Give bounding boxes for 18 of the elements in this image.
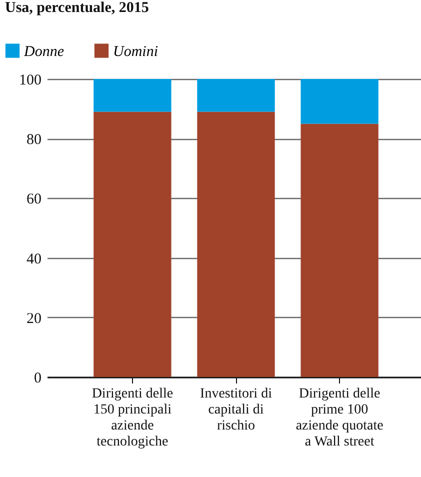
bar [94,112,172,377]
bar [197,112,275,377]
x-tick-label: Dirigenti delle prime 100 aziende quotate a Wall street [296,386,384,450]
bar [197,79,275,112]
y-tick-label: 0 [34,370,42,386]
legend-label: Uomini [113,44,158,60]
legend-label: Donne [23,44,64,60]
y-tick-label: 100 [19,72,42,88]
x-tick-label: Dirigenti delle 150 principali aziende tecnologiche [92,386,174,450]
y-tick-label: 20 [26,310,42,327]
bar [94,79,172,112]
chart-subtitle: Usa, percentuale, 2015 [5,0,149,16]
y-tick-label: 60 [26,192,42,208]
bar [300,79,378,124]
bar [300,124,378,377]
y-tick-label: 40 [26,251,42,268]
x-tick-label: Investitori di capitali di rischio [200,386,272,434]
y-tick-label: 80 [26,132,42,148]
